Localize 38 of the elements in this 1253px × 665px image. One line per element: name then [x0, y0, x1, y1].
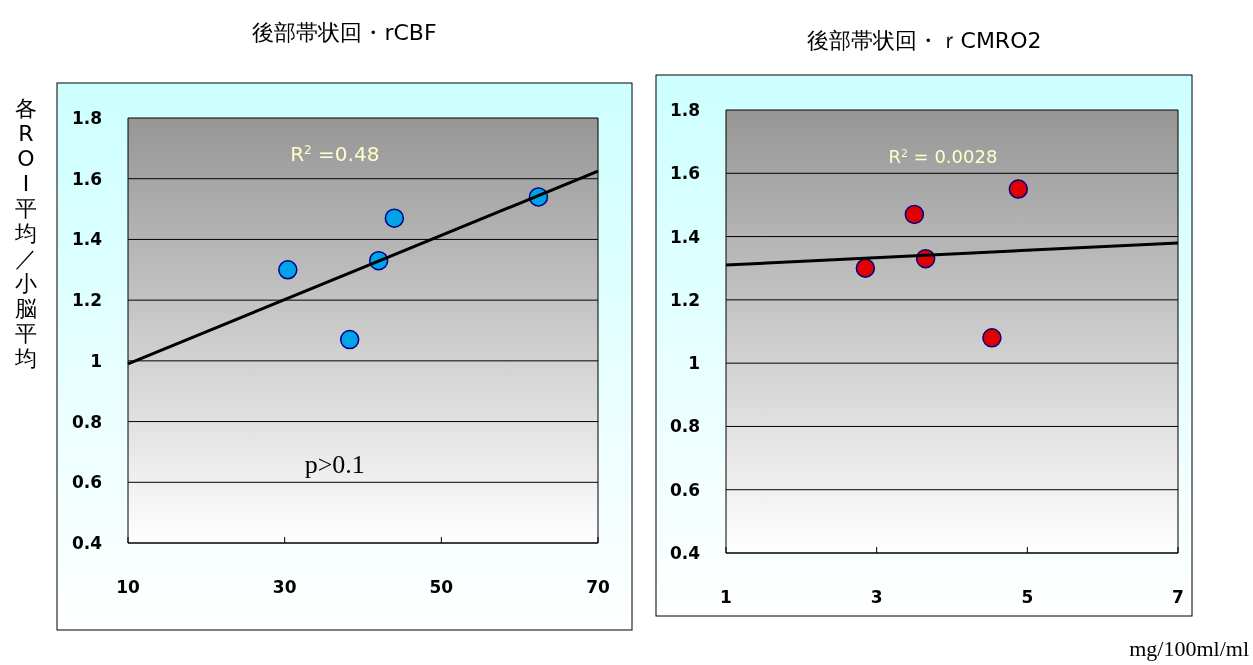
text: 各ROI平均／小脳平均: [15, 96, 37, 371]
y-tick-label: 0.4: [71, 533, 103, 553]
x-tick-label: 30: [272, 577, 297, 597]
y-tick-label: 1.2: [669, 289, 700, 310]
chart-title: 後部帯状回・ｒCMRO2: [806, 28, 1042, 53]
y-tick-label: 1.8: [71, 108, 102, 128]
x-tick-label: 70: [586, 577, 610, 597]
y-tick-label: 0.6: [669, 479, 700, 500]
x-tick-label: 3: [870, 587, 883, 607]
annotation: p>0.1: [304, 449, 365, 479]
x-tick-label: 7: [1172, 587, 1184, 607]
x-axis-title: mg/100ml/ml: [1129, 636, 1249, 661]
y-tick-label: 1.2: [71, 290, 102, 311]
y-tick-label: 0.6: [71, 472, 102, 493]
x-tick-label: 10: [116, 577, 140, 597]
y-tick-label: 1.4: [669, 226, 701, 247]
point: [384, 208, 405, 228]
point: [982, 328, 1002, 348]
y-tick-label: 1.4: [71, 229, 103, 250]
point: [1008, 179, 1029, 199]
x-tick-label: 1: [720, 587, 732, 607]
y-tick-label: 0.4: [669, 543, 701, 563]
y-tick-label: 1.6: [669, 163, 700, 184]
annotation: R$^{2}$ =0.48: [290, 141, 380, 166]
y-tick-label: 1: [90, 350, 102, 371]
point: [904, 204, 925, 225]
y-tick-label: 0.8: [71, 411, 102, 432]
x-tick-label: 50: [429, 577, 454, 597]
annotation: R$^{2}$ = 0.0028: [888, 146, 998, 168]
y-tick-label: 1.8: [669, 100, 700, 120]
y-tick-label: 1.6: [71, 168, 102, 189]
point: [339, 329, 360, 350]
chart-title: 後部帯状回・rCBF: [252, 20, 437, 45]
x-tick-label: 5: [1021, 587, 1034, 607]
y-tick-label: 0.8: [669, 416, 700, 437]
point: [278, 260, 298, 280]
y-tick-label: 1: [688, 353, 700, 374]
point: [855, 258, 876, 278]
